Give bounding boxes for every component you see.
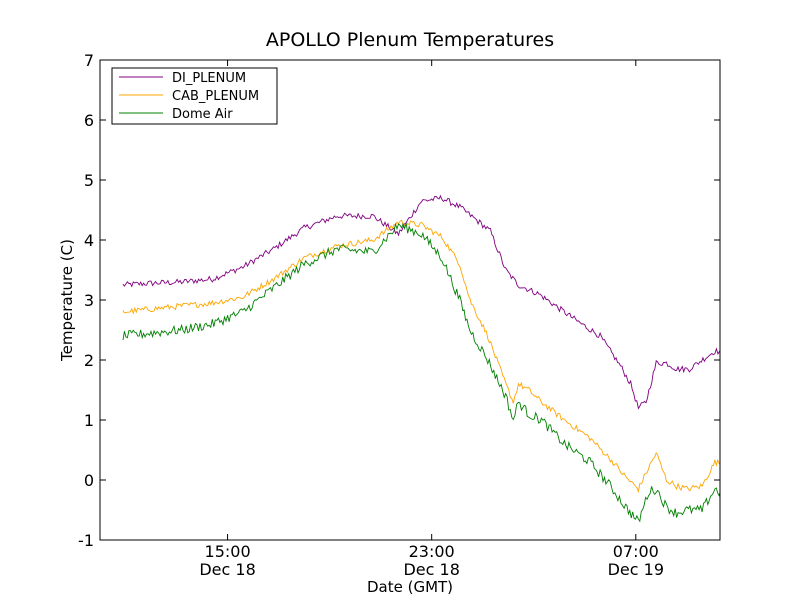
plot-frame — [99, 59, 721, 541]
y-tick-label: 0 — [84, 471, 94, 490]
x-tick-time-label: 23:00 — [409, 542, 455, 561]
y-tick-label: 5 — [84, 171, 94, 190]
y-axis-label: Temperature (C) — [58, 239, 76, 362]
x-tick-time-label: 07:00 — [613, 542, 659, 561]
legend-label: DI_PLENUM — [172, 71, 246, 86]
legend-label: Dome Air — [172, 107, 233, 122]
x-axis-label: Date (GMT) — [367, 578, 453, 596]
y-axis: -1 0 1 2 3 4 5 6 7 — [78, 51, 720, 550]
x-tick-date-label: Dec 19 — [608, 560, 664, 579]
legend-label: CAB_PLENUM — [172, 89, 259, 104]
y-tick-label: 6 — [84, 111, 94, 130]
y-tick-label: 7 — [84, 51, 94, 70]
y-tick-label: 3 — [84, 291, 94, 310]
legend: DI_PLENUM CAB_PLENUM Dome Air — [111, 67, 278, 125]
y-tick-label: 1 — [84, 411, 94, 430]
x-tick-date-label: Dec 18 — [403, 560, 459, 579]
chart-title: APOLLO Plenum Temperatures — [266, 29, 554, 51]
series-layer — [122, 194, 720, 523]
y-tick-label: 4 — [84, 231, 94, 250]
series-line-cab-plenum — [122, 219, 720, 494]
x-tick-date-label: Dec 18 — [199, 560, 255, 579]
series-line-di-plenum — [122, 194, 720, 410]
series-line-dome-air — [122, 222, 720, 523]
x-tick-time-label: 15:00 — [205, 542, 251, 561]
y-tick-label: 2 — [84, 351, 94, 370]
y-tick-label: -1 — [78, 531, 94, 550]
